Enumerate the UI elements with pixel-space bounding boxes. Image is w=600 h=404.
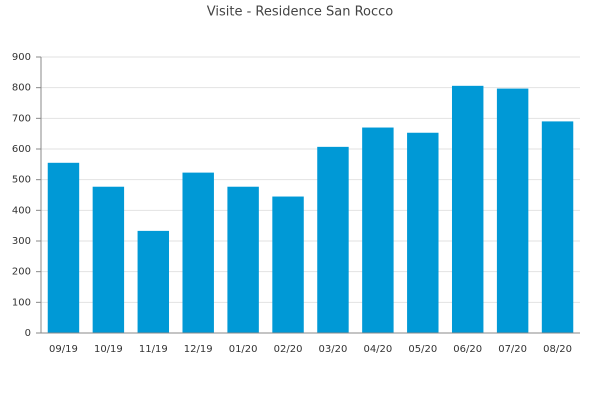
x-tick-label: 08/20 — [543, 344, 572, 355]
bar — [496, 88, 529, 333]
y-tick-label: 200 — [12, 267, 31, 278]
x-tick-label: 02/20 — [274, 344, 303, 355]
chart-title: Visite - Residence San Rocco — [207, 5, 394, 20]
y-tick-label: 500 — [12, 175, 31, 186]
x-tick-label: 11/19 — [139, 344, 168, 355]
bar — [227, 186, 259, 333]
bar — [92, 186, 125, 333]
bar — [451, 85, 484, 334]
x-tick-label: 07/20 — [498, 344, 527, 355]
x-tick-label: 05/20 — [408, 344, 437, 355]
y-tick-label: 400 — [12, 205, 31, 216]
x-tick-label: 03/20 — [319, 344, 348, 355]
bar — [47, 162, 80, 333]
bar — [407, 132, 439, 333]
bar — [362, 127, 394, 334]
y-tick-label: 800 — [12, 83, 31, 94]
bar — [541, 121, 574, 334]
y-tick-label: 0 — [25, 328, 31, 339]
y-tick-label: 600 — [12, 144, 31, 155]
y-tick-label: 100 — [12, 297, 31, 308]
y-tick-label: 300 — [12, 236, 31, 247]
bar — [137, 230, 170, 333]
x-tick-label: 04/20 — [363, 344, 392, 355]
bar — [182, 172, 214, 333]
x-tick-label: 09/19 — [49, 344, 78, 355]
x-tick-label: 12/19 — [184, 344, 213, 355]
bar — [272, 196, 304, 333]
x-tick-label: 06/20 — [453, 344, 482, 355]
bar — [317, 146, 349, 333]
y-tick-label: 900 — [12, 52, 31, 63]
y-tick-label: 700 — [12, 113, 31, 124]
x-tick-label: 01/20 — [229, 344, 258, 355]
x-tick-label: 10/19 — [94, 344, 123, 355]
